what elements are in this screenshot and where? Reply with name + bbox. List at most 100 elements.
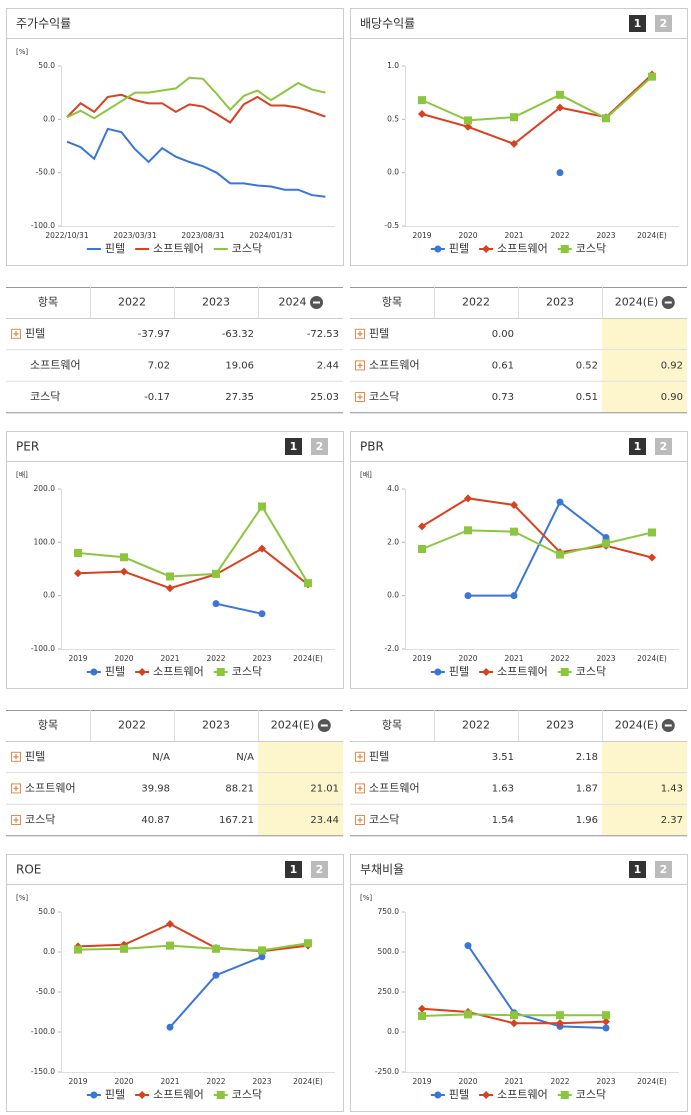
page-button-label[interactable]: 2 [316, 440, 324, 453]
series-line [77, 922, 309, 953]
page-button[interactable] [311, 861, 328, 878]
page-button[interactable] [629, 861, 646, 878]
table-header: 2023 [546, 719, 574, 732]
x-tick-label: 2019 [412, 1077, 431, 1086]
y-tick-label: 4.0 [387, 484, 399, 493]
table-header: 2023 [546, 296, 574, 309]
x-tick-label: 2024/01/31 [249, 231, 292, 240]
page-button[interactable] [629, 15, 646, 32]
expand-plus[interactable] [357, 817, 363, 823]
point [166, 920, 174, 928]
point [560, 1091, 569, 1099]
page-button[interactable] [655, 15, 672, 32]
row-label: 핀텔 [25, 750, 45, 763]
page-button-label[interactable]: 1 [634, 440, 642, 453]
table-header: 2022 [462, 296, 490, 309]
chart-panel: PER 1 2 [배] 200.0 100.0 0.0 -100.0 2019 2020 2021 2… [6, 431, 344, 689]
legend: 핀텔 소프트웨어 코스닥 [430, 1088, 606, 1101]
expand-plus[interactable] [13, 817, 19, 823]
collapse-bar[interactable] [320, 724, 328, 727]
expand-plus[interactable] [357, 394, 363, 400]
collapse-bar[interactable] [664, 301, 672, 304]
expand-plus[interactable] [357, 785, 363, 791]
point [120, 553, 128, 562]
page-button-label[interactable]: 2 [660, 17, 668, 30]
cell-value: -63.32 [222, 329, 254, 340]
table-header: 2024(E) [615, 719, 659, 732]
series-line [215, 602, 263, 615]
expand-plus[interactable] [357, 362, 363, 368]
page-button-label[interactable]: 1 [290, 863, 298, 876]
page-button[interactable] [655, 438, 672, 455]
y-tick-label: 50.0 [38, 61, 55, 70]
x-tick-label: 2020 [458, 231, 477, 240]
x-tick-label: 2022 [550, 654, 569, 663]
unit-label: [배] [360, 470, 372, 479]
point [166, 941, 174, 950]
collapse-bar[interactable] [313, 301, 320, 304]
page-button[interactable] [629, 438, 646, 455]
point [602, 539, 610, 548]
page-button-label[interactable]: 1 [290, 440, 298, 453]
point [418, 1012, 426, 1020]
table-header: 2024(E) [615, 296, 659, 309]
page-button[interactable] [311, 438, 328, 455]
chart-title: 주가수익률 [16, 17, 71, 31]
legend-label: 코스닥 [576, 1088, 606, 1101]
cell-value: 2.37 [661, 815, 683, 826]
collapse-bar[interactable] [664, 724, 672, 727]
point [510, 501, 518, 509]
page-button[interactable] [655, 861, 672, 878]
x-tick-label: 2019 [412, 231, 431, 240]
y-tick-label: 0.0 [43, 947, 55, 956]
page-button-label[interactable]: 2 [660, 440, 668, 453]
cell-value: 39.98 [141, 783, 170, 794]
row-label: 소프트웨어 [369, 358, 420, 371]
y-tick-label: -250.0 [375, 1067, 399, 1076]
cell-value: 21.01 [310, 783, 339, 794]
expand-plus[interactable] [357, 754, 363, 760]
table-header: 항목 [38, 719, 58, 732]
page-button[interactable] [285, 438, 302, 455]
point [90, 668, 98, 676]
x-tick-label: 2023 [596, 1077, 615, 1086]
point [560, 668, 569, 676]
x-tick-label: 2019 [412, 654, 431, 663]
chart-panel: PBR 1 2 [배] 4.0 2.0 0.0 -2.0 2019 2020 2021 2022 202… [350, 431, 688, 689]
point [212, 944, 220, 953]
cell-value: 27.35 [225, 392, 254, 403]
page-button-label[interactable]: 2 [316, 863, 324, 876]
y-tick-label: -150.0 [31, 1067, 55, 1076]
point [216, 1091, 225, 1099]
chart-title: ROE [16, 863, 41, 877]
x-tick-label: 2022 [550, 231, 569, 240]
table-header: 2024(E) [271, 719, 315, 732]
unit-label: [%] [360, 894, 372, 902]
x-tick-label: 2019 [68, 1077, 87, 1086]
cell-value: 0.92 [661, 360, 683, 371]
expand-plus[interactable] [13, 785, 19, 791]
page-button-label[interactable]: 2 [660, 863, 668, 876]
legend-label: 소프트웨어 [497, 242, 548, 255]
row-label: 코스닥 [25, 813, 55, 826]
expand-plus[interactable] [13, 331, 19, 337]
expand-plus[interactable] [13, 754, 19, 760]
page-button-label[interactable]: 1 [634, 863, 642, 876]
series-line [77, 547, 309, 590]
point [258, 544, 266, 553]
table-header: 2022 [118, 296, 146, 309]
row-label: 코스닥 [30, 390, 60, 403]
page-button[interactable] [285, 861, 302, 878]
cell-value: 1.43 [661, 783, 683, 794]
point [648, 553, 656, 562]
cell-value: 25.03 [310, 392, 339, 403]
cell-value: 0.73 [492, 392, 514, 403]
expand-plus[interactable] [357, 331, 363, 337]
table-header: 항목 [382, 296, 402, 309]
legend: 핀텔 소프트웨어 코스닥 [430, 665, 606, 678]
x-tick-label: 2021 [160, 654, 179, 663]
page-button-label[interactable]: 1 [634, 17, 642, 30]
y-tick-label: 0.0 [43, 114, 55, 123]
chart-panel: 부채비율 1 2 [%] 750.0 500.0 250.0 0.0 -250.0 2019 202… [350, 854, 688, 1112]
point [212, 600, 220, 608]
